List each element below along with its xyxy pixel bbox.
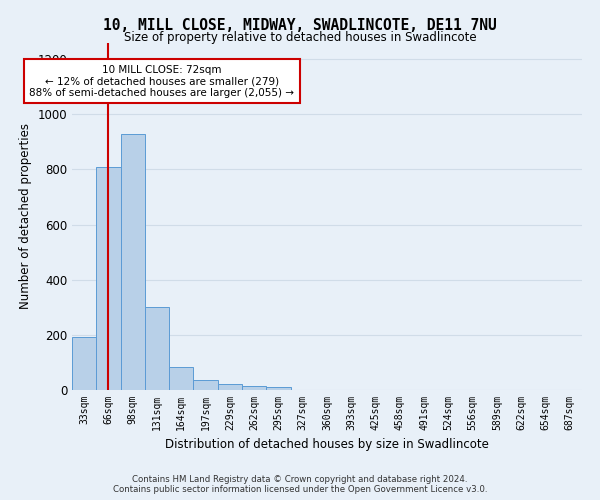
Text: 10 MILL CLOSE: 72sqm
← 12% of detached houses are smaller (279)
88% of semi-deta: 10 MILL CLOSE: 72sqm ← 12% of detached h… [29,64,295,98]
Bar [193,380,218,390]
Bar [218,384,242,390]
Text: Contains HM Land Registry data © Crown copyright and database right 2024.
Contai: Contains HM Land Registry data © Crown c… [113,474,487,494]
Y-axis label: Number of detached properties: Number of detached properties [19,123,32,309]
Bar [121,134,145,390]
X-axis label: Distribution of detached houses by size in Swadlincote: Distribution of detached houses by size … [165,438,489,452]
Bar [266,386,290,390]
Bar [72,337,96,390]
Bar [169,367,193,390]
Bar [96,166,121,390]
Bar [145,308,169,390]
Bar [242,386,266,390]
Text: 10, MILL CLOSE, MIDWAY, SWADLINCOTE, DE11 7NU: 10, MILL CLOSE, MIDWAY, SWADLINCOTE, DE1… [103,18,497,32]
Text: Size of property relative to detached houses in Swadlincote: Size of property relative to detached ho… [124,31,476,44]
